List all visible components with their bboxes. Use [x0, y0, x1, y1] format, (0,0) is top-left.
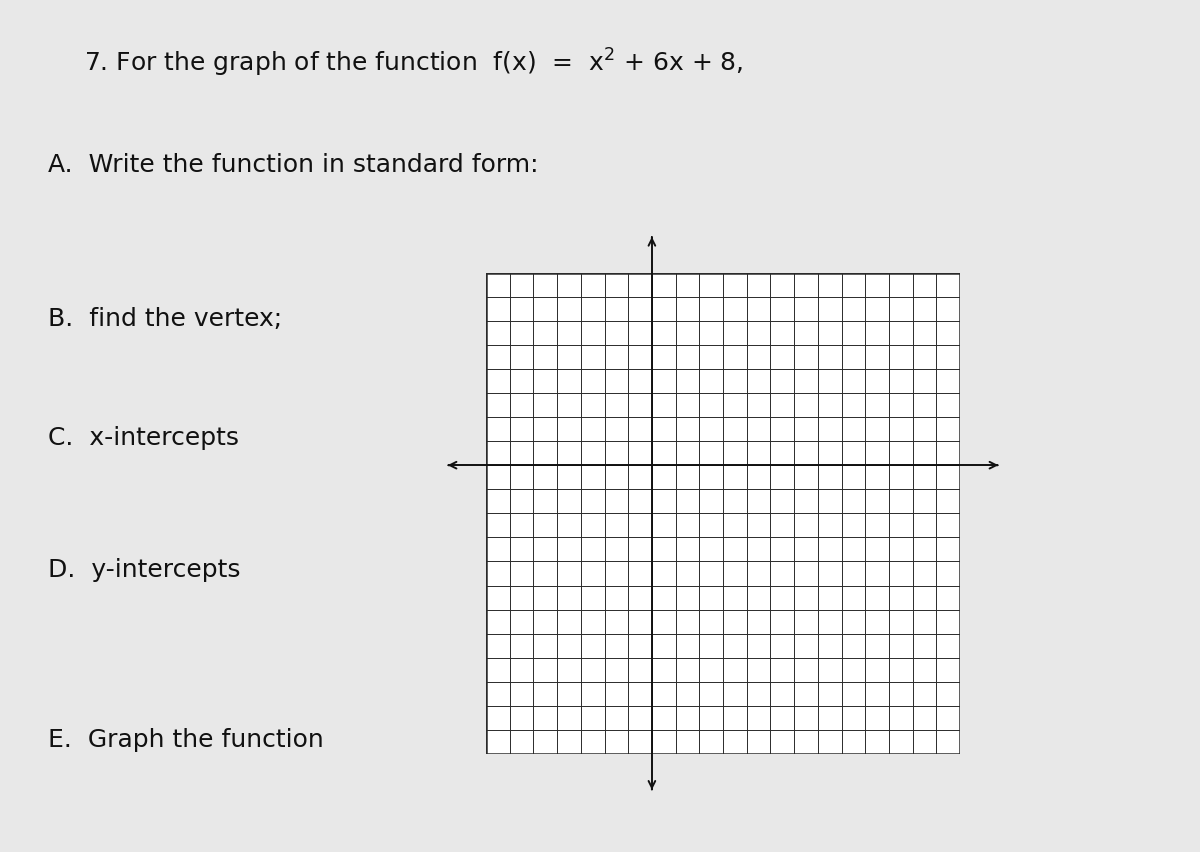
Text: B.  find the vertex;: B. find the vertex;: [48, 307, 282, 331]
Text: 7. For the graph of the function  f(x)  =  x$^2$ + 6x + 8,: 7. For the graph of the function f(x) = …: [84, 47, 743, 79]
Text: C.  x-intercepts: C. x-intercepts: [48, 426, 239, 450]
Text: D.  y-intercepts: D. y-intercepts: [48, 558, 240, 582]
Text: E.  Graph the function: E. Graph the function: [48, 728, 324, 752]
Text: A.  Write the function in standard form:: A. Write the function in standard form:: [48, 153, 539, 177]
